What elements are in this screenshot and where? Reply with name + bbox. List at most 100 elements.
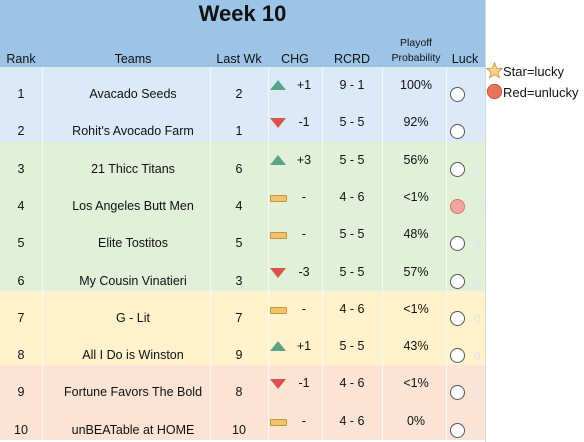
luck-value: 0 (474, 386, 481, 401)
column-separator (42, 67, 43, 442)
last-week-cell: 8 (235, 385, 243, 400)
rank-cell: 1 (17, 87, 25, 101)
luck-indicator (450, 198, 465, 214)
legend-unlucky-label: Red=unlucky (503, 85, 579, 100)
header-teams: Teams (114, 52, 152, 66)
luck-value: 0 (474, 274, 481, 289)
rank-cell: 3 (17, 161, 25, 176)
playoff-probability-cell: 57% (403, 264, 429, 279)
team-name: 21 Thicc Titans (91, 161, 175, 176)
table-row[interactable]: 10 unBEATable at HOME 10 - 4 - 6 0% 0 (0, 403, 485, 440)
table-row[interactable]: 6 My Cousin Vinatieri 3 -3 5 - 5 57% 0 (0, 254, 485, 291)
table-row[interactable]: 9 Fortune Favors The Bold 8 -1 4 - 6 <1% 0 (0, 365, 485, 402)
last-week-cell: 10 (232, 422, 246, 437)
change-cell: +3 (296, 152, 312, 167)
team-name: G - Lit (115, 310, 151, 325)
record-cell: 5 - 5 (339, 339, 365, 354)
band-green (0, 141, 485, 291)
trend-same-icon (270, 194, 287, 202)
last-week-cell: 6 (235, 161, 243, 176)
change-cell: -3 (298, 264, 310, 279)
band-red (0, 365, 485, 440)
legend-lucky-label: Star=lucky (503, 64, 565, 79)
last-week-cell: 9 (235, 348, 243, 363)
change-cell: - (301, 301, 307, 316)
playoff-probability-cell: 48% (403, 227, 429, 242)
team-name: Elite Tostitos (98, 236, 168, 251)
rank-cell: 7 (17, 310, 25, 325)
last-week-cell: 7 (235, 310, 243, 325)
header-rcrd: RCRD (333, 52, 371, 66)
rank-cell: 8 (17, 348, 25, 363)
trend-up-icon (270, 80, 286, 90)
header-playoff-line2: Probability (391, 52, 441, 64)
trend-down-icon (270, 118, 286, 129)
luck-value: 1 (474, 88, 481, 102)
luck-value: 0 (474, 311, 481, 326)
team-name: unBEATable at HOME (71, 422, 195, 437)
trend-same-icon (270, 418, 287, 426)
change-cell: - (301, 189, 307, 204)
trend-up-icon (270, 341, 286, 352)
change-cell: -1 (298, 376, 310, 391)
band-blue (0, 67, 485, 142)
table-row[interactable]: 7 G - Lit 7 - 4 - 6 <1% 0 (0, 291, 485, 328)
playoff-probability-cell: 92% (403, 115, 429, 130)
column-separator (268, 67, 269, 442)
column-divider (485, 0, 486, 442)
record-cell: 4 - 6 (339, 189, 365, 204)
record-cell: 4 - 6 (339, 301, 365, 316)
legend-unlucky: Red=unlucky (486, 83, 579, 100)
rank-cell: 6 (17, 273, 25, 288)
column-separator (322, 67, 323, 442)
header-last-wk: Last Wk (216, 52, 262, 66)
luck-value: 1 (474, 162, 481, 177)
table-row[interactable]: 3 21 Thicc Titans 6 +3 5 - 5 56% 1 (0, 142, 485, 179)
record-cell: 4 - 6 (339, 376, 365, 391)
team-name: All I Do is Winston (82, 348, 184, 363)
rank-cell: 4 (17, 198, 25, 213)
luck-indicator (450, 236, 465, 252)
team-name: Rohit's Avocado Farm (72, 124, 194, 139)
column-separator (210, 67, 211, 442)
trend-down-icon (270, 267, 286, 278)
table-row[interactable]: 2 Rohit's Avocado Farm 1 -1 5 - 5 92% 1 (0, 104, 485, 141)
table-row[interactable]: 1 Avacado Seeds 2 +1 9 - 1 100% 1 (0, 67, 485, 104)
table-row[interactable]: 4 Los Angeles Butt Men 4 - 4 - 6 <1% -1 (0, 179, 485, 216)
rank-cell: 10 (14, 422, 28, 437)
header-playoff-line1: Playoff (400, 37, 432, 49)
column-separator (446, 67, 447, 442)
header-rank: Rank (6, 52, 36, 66)
luck-value: -1 (474, 199, 485, 214)
change-cell: - (301, 227, 307, 242)
trend-same-icon (270, 306, 287, 314)
record-cell: 5 - 5 (339, 115, 365, 130)
change-cell: - (301, 413, 307, 428)
page-title: Week 10 (198, 1, 287, 26)
trend-down-icon (270, 379, 286, 390)
rank-cell: 9 (17, 385, 25, 400)
playoff-probability-cell: <1% (403, 301, 429, 316)
team-name: Fortune Favors The Bold (63, 385, 203, 400)
title-band (0, 0, 485, 67)
luck-indicator (450, 87, 465, 102)
luck-indicator (450, 273, 465, 289)
rank-cell: 5 (17, 236, 25, 251)
luck-indicator (450, 422, 465, 438)
luck-indicator (450, 310, 465, 326)
playoff-probability-cell: 100% (400, 78, 432, 92)
column-separator (382, 67, 383, 442)
table-row[interactable]: 5 Elite Tostitos 5 - 5 - 5 48% 0 (0, 216, 485, 253)
team-name: Avacado Seeds (89, 87, 177, 101)
change-cell: +1 (296, 78, 312, 92)
record-cell: 5 - 5 (339, 264, 365, 279)
trend-up-icon (270, 154, 286, 165)
record-cell: 9 - 1 (339, 78, 365, 92)
last-week-cell: 4 (235, 198, 243, 213)
trend-same-icon (270, 232, 287, 240)
rank-cell: 2 (17, 124, 25, 139)
red-circle-icon (486, 83, 503, 100)
power-rankings-sheet: Week 10 Rank Teams Last Wk CHG RCRD Play… (0, 0, 485, 442)
luck-value: 1 (474, 125, 481, 140)
table-row[interactable]: 8 All I Do is Winston 9 +1 5 - 5 43% 0 (0, 328, 485, 365)
